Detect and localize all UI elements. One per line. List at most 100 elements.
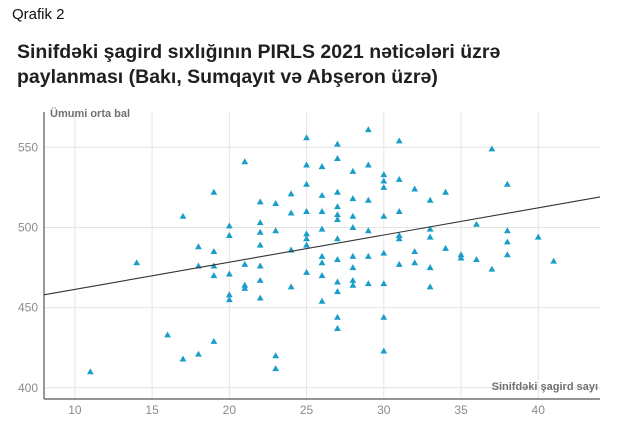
data-point	[473, 220, 480, 227]
data-point	[380, 212, 388, 219]
data-point	[195, 243, 202, 250]
data-point	[334, 188, 341, 195]
data-point	[334, 288, 341, 295]
data-point	[334, 203, 341, 210]
data-point	[457, 254, 465, 261]
data-point	[133, 259, 141, 266]
x-tick-label: 10	[68, 403, 82, 417]
data-point	[503, 227, 511, 234]
data-point	[364, 196, 372, 203]
x-tick-label: 15	[145, 403, 159, 417]
data-point	[334, 140, 341, 147]
data-point	[364, 126, 372, 133]
trend-line	[43, 196, 601, 296]
data-point	[457, 251, 465, 258]
data-point	[334, 235, 341, 242]
y-axis-label: Ümumi orta bal	[50, 107, 130, 120]
data-point	[303, 230, 310, 237]
data-point	[179, 355, 187, 362]
data-point	[380, 183, 388, 190]
x-tick-label: 40	[532, 403, 546, 417]
y-tick-label: 500	[18, 220, 38, 234]
data-point	[256, 219, 264, 226]
data-point	[241, 260, 249, 267]
data-point	[364, 227, 372, 234]
data-point	[349, 252, 357, 259]
data-point	[503, 251, 511, 258]
data-point	[272, 227, 280, 234]
data-point	[334, 211, 341, 218]
data-point	[256, 276, 264, 283]
data-point	[426, 264, 434, 271]
data-point	[411, 185, 419, 192]
y-tick-label: 550	[18, 140, 38, 154]
data-point	[334, 278, 341, 285]
data-point	[395, 137, 403, 144]
data-point	[272, 199, 280, 206]
data-point	[426, 233, 434, 240]
data-point	[349, 276, 357, 283]
data-point	[488, 145, 496, 152]
data-point	[395, 232, 403, 239]
data-point	[550, 257, 558, 264]
chart-title: Sinifdəki şagird sıxlığının PIRLS 2021 n…	[17, 41, 501, 88]
data-point	[303, 241, 310, 248]
data-point	[303, 208, 310, 214]
data-point	[318, 297, 326, 304]
data-point	[349, 167, 357, 174]
data-point	[303, 268, 310, 275]
y-tick-label: 400	[18, 381, 38, 395]
data-point	[380, 280, 388, 287]
data-point	[318, 252, 326, 259]
data-point	[241, 281, 249, 288]
data-point	[349, 264, 357, 271]
data-point	[349, 281, 357, 288]
data-point	[318, 272, 326, 279]
data-point	[210, 272, 218, 279]
data-point	[411, 248, 419, 255]
data-point	[364, 280, 372, 287]
data-point	[210, 337, 218, 344]
data-point	[503, 180, 511, 187]
x-tick-label: 25	[300, 403, 314, 417]
data-point	[272, 365, 280, 372]
data-point	[318, 163, 326, 170]
data-point	[256, 228, 264, 235]
data-point	[256, 198, 264, 205]
data-point	[272, 352, 280, 359]
data-point	[395, 208, 403, 214]
data-point	[195, 350, 202, 357]
data-point	[364, 252, 372, 259]
data-point	[380, 171, 388, 178]
data-point	[287, 209, 295, 216]
data-point	[225, 232, 233, 239]
figure-caption: Qrafik 2	[12, 6, 65, 23]
data-point	[488, 265, 496, 272]
data-point	[426, 196, 434, 203]
data-point	[364, 161, 372, 168]
x-axis-label: Sinifdəki şagird sayı	[492, 381, 598, 393]
data-point	[318, 225, 326, 232]
data-point	[534, 233, 542, 240]
data-point	[395, 260, 403, 267]
data-point	[380, 313, 388, 320]
data-point	[503, 238, 511, 245]
data-point	[442, 188, 449, 195]
data-point	[318, 259, 326, 266]
data-point	[210, 248, 218, 255]
data-point	[303, 134, 310, 141]
data-point	[380, 249, 388, 256]
data-point	[411, 259, 419, 266]
data-point	[225, 291, 233, 298]
data-point	[318, 208, 326, 214]
data-point	[426, 283, 434, 290]
data-point	[256, 294, 264, 301]
data-point	[318, 191, 326, 198]
data-point	[287, 190, 295, 197]
x-tick-label: 20	[223, 403, 237, 417]
data-point	[164, 331, 171, 338]
data-point	[241, 158, 249, 165]
data-point	[303, 235, 310, 242]
y-tick-label: 450	[18, 301, 38, 315]
